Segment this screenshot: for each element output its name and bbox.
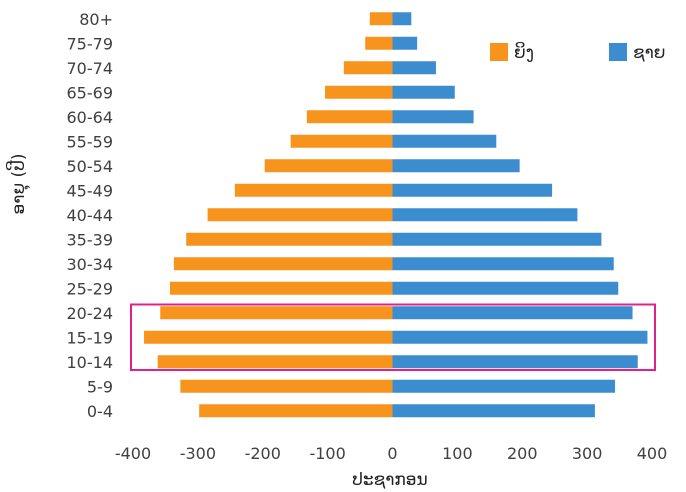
y-tick-label: 75-79 [67, 34, 114, 53]
bar-female-60-64 [306, 110, 393, 124]
y-tick-label: 40-44 [67, 206, 114, 225]
bar-male-20-24 [392, 306, 633, 320]
y-tick-label: 0-4 [87, 402, 113, 421]
bar-female-65-69 [325, 85, 393, 99]
legend: ຍິງ ຊາຍ [490, 42, 665, 63]
bar-male-50-54 [392, 159, 520, 173]
x-tick-label: 100 [442, 444, 473, 463]
y-tick-label: 25-29 [67, 279, 114, 298]
x-tick-labels: -400 -300 -200 -100 0 100 200 300 400 [115, 444, 667, 463]
bars-group [144, 12, 648, 418]
y-tick-label: 80+ [79, 10, 113, 29]
bar-female-80+ [369, 12, 393, 26]
x-axis-title: ປະຊາກອນ [352, 470, 428, 490]
bar-female-35-39 [186, 232, 393, 246]
y-tick-label: 45-49 [67, 181, 114, 200]
bar-male-5-9 [392, 379, 616, 393]
y-tick-labels: 0-4 5-9 10-14 15-19 20-24 25-29 30-34 35-39 40-4… [67, 10, 114, 421]
y-tick-label: 55-59 [67, 132, 114, 151]
bar-male-80+ [392, 12, 412, 26]
y-tick-label: 15-19 [67, 328, 114, 347]
x-tick-label: 400 [637, 444, 668, 463]
x-tick-label: 0 [387, 444, 397, 463]
bar-male-75-79 [392, 36, 418, 50]
bar-female-5-9 [180, 379, 393, 393]
bar-male-40-44 [392, 208, 578, 222]
bar-female-45-49 [234, 183, 393, 197]
bar-male-25-29 [392, 281, 619, 295]
x-tick-label: -100 [309, 444, 345, 463]
legend-swatch-female [490, 43, 508, 61]
bar-female-20-24 [160, 306, 393, 320]
bar-male-10-14 [392, 355, 638, 369]
y-tick-label: 10-14 [67, 353, 114, 372]
y-tick-label: 5-9 [87, 377, 113, 396]
bar-male-45-49 [392, 183, 553, 197]
bar-male-70-74 [392, 61, 436, 75]
y-tick-label: 35-39 [67, 230, 114, 249]
y-tick-label: 30-34 [67, 255, 114, 274]
bar-female-15-19 [144, 330, 393, 344]
x-tick-label: -400 [115, 444, 151, 463]
x-tick-label: -200 [245, 444, 281, 463]
bar-female-55-59 [290, 134, 393, 148]
bar-male-15-19 [392, 330, 648, 344]
y-tick-label: 70-74 [67, 59, 114, 78]
y-tick-label: 65-69 [67, 83, 114, 102]
bar-female-70-74 [343, 61, 393, 75]
bar-male-30-34 [392, 257, 614, 271]
highlight-box [130, 303, 656, 371]
bar-female-40-44 [207, 208, 393, 222]
bar-male-60-64 [392, 110, 474, 124]
legend-swatch-male [609, 43, 627, 61]
bar-female-10-14 [157, 355, 393, 369]
bar-female-50-54 [264, 159, 393, 173]
y-tick-label: 50-54 [67, 157, 114, 176]
x-tick-label: 200 [507, 444, 538, 463]
y-tick-label: 60-64 [67, 108, 114, 127]
bar-female-75-79 [365, 36, 393, 50]
bar-male-65-69 [392, 85, 455, 99]
x-tick-label: -300 [180, 444, 216, 463]
legend-label-female: ຍິງ [514, 42, 534, 63]
bar-male-55-59 [392, 134, 497, 148]
y-tick-label: 20-24 [67, 304, 114, 323]
bar-female-30-34 [173, 257, 393, 271]
y-axis-title: ອາຍຸ (ປີ) [6, 154, 31, 215]
bar-male-0-4 [392, 404, 595, 418]
legend-label-male: ຊາຍ [633, 43, 665, 63]
bar-male-35-39 [392, 232, 602, 246]
x-tick-label: 300 [572, 444, 603, 463]
bar-female-0-4 [199, 404, 393, 418]
bar-female-25-29 [169, 281, 393, 295]
